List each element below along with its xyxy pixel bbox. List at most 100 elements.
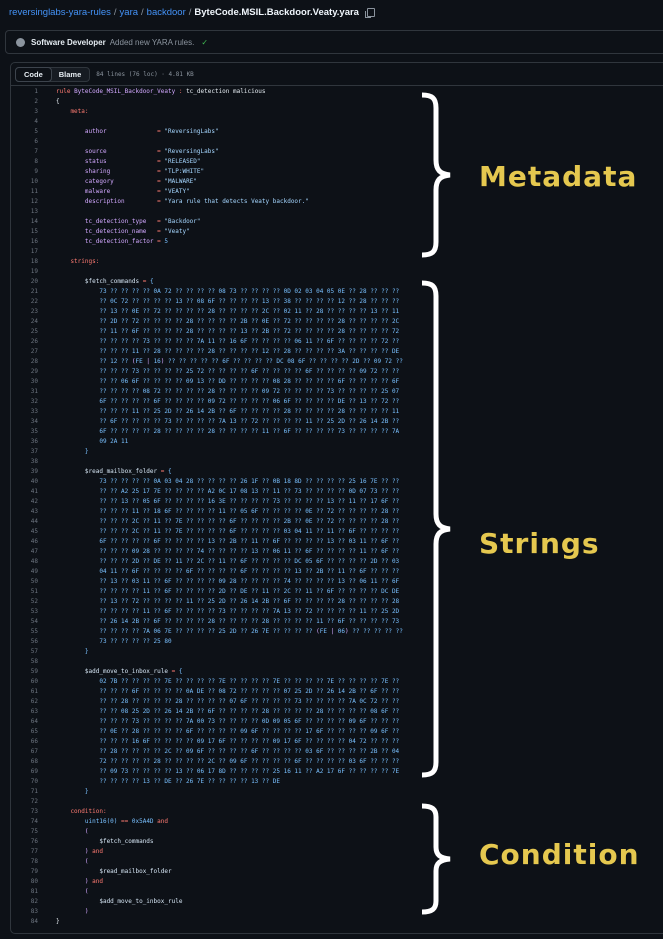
tab-code[interactable]: Code — [15, 66, 52, 82]
line-number[interactable]: 39 — [30, 468, 38, 475]
line-number[interactable]: 10 — [30, 178, 38, 185]
line-number[interactable]: 36 — [30, 438, 38, 445]
line-number[interactable]: 77 — [30, 848, 38, 855]
check-icon[interactable]: ✓ — [201, 37, 209, 47]
line-number[interactable]: 53 — [30, 608, 38, 615]
line-number[interactable]: 42 — [30, 498, 38, 505]
line-number[interactable]: 25 — [30, 328, 38, 335]
tab-blame[interactable]: Blame — [58, 69, 82, 79]
line-number[interactable]: 27 — [30, 348, 38, 355]
line-number[interactable]: 50 — [30, 578, 38, 585]
line-number[interactable]: 60 — [30, 678, 38, 685]
code-line: 9 sharing = "TLP:WHITE" — [0, 167, 420, 177]
copy-path-icon[interactable] — [364, 8, 375, 18]
line-number[interactable]: 76 — [30, 838, 38, 845]
line-number[interactable]: 64 — [30, 718, 38, 725]
line-number[interactable]: 37 — [30, 448, 38, 455]
breadcrumb-repo-link[interactable]: reversinglabs-yara-rules — [9, 7, 111, 18]
line-number[interactable]: 21 — [30, 288, 38, 295]
line-number[interactable]: 58 — [30, 658, 38, 665]
line-number[interactable]: 38 — [30, 458, 38, 465]
line-number[interactable]: 41 — [30, 488, 38, 495]
line-number[interactable]: 61 — [30, 688, 38, 695]
line-number[interactable]: 13 — [30, 208, 38, 215]
line-number[interactable]: 47 — [30, 548, 38, 555]
line-number[interactable]: 72 — [30, 798, 38, 805]
line-number[interactable]: 79 — [30, 868, 38, 875]
line-number[interactable]: 33 — [30, 408, 38, 415]
line-number[interactable]: 2 — [34, 98, 38, 105]
line-code: ?? ?? 28 ?? ?? ?? ?? 28 ?? ?? ?? ?? 07 6… — [56, 697, 399, 707]
line-number[interactable]: 57 — [30, 648, 38, 655]
line-number[interactable]: 12 — [30, 198, 38, 205]
line-number[interactable]: 84 — [30, 918, 38, 925]
line-number[interactable]: 46 — [30, 538, 38, 545]
line-number[interactable]: 67 — [30, 748, 38, 755]
line-number[interactable]: 22 — [30, 298, 38, 305]
line-number[interactable]: 44 — [30, 518, 38, 525]
line-number[interactable]: 55 — [30, 628, 38, 635]
line-number[interactable]: 14 — [30, 218, 38, 225]
line-number[interactable]: 35 — [30, 428, 38, 435]
line-number[interactable]: 75 — [30, 828, 38, 835]
line-number[interactable]: 16 — [30, 238, 38, 245]
line-number[interactable]: 19 — [30, 268, 38, 275]
commit-message[interactable]: Added new YARA rules. — [109, 37, 195, 47]
line-number[interactable]: 8 — [34, 158, 38, 165]
line-number[interactable]: 49 — [30, 568, 38, 575]
line-number[interactable]: 68 — [30, 758, 38, 765]
line-number[interactable]: 1 — [34, 88, 38, 95]
line-number[interactable]: 7 — [34, 148, 38, 155]
line-number[interactable]: 63 — [30, 708, 38, 715]
breadcrumb-yara-link[interactable]: yara — [119, 7, 139, 18]
line-code: } — [56, 917, 60, 927]
line-number[interactable]: 11 — [30, 188, 38, 195]
line-number[interactable]: 9 — [34, 168, 38, 175]
line-number[interactable]: 40 — [30, 478, 38, 485]
line-number[interactable]: 30 — [30, 378, 38, 385]
breadcrumb-backdoor-link[interactable]: backdoor — [146, 7, 186, 18]
line-number[interactable]: 62 — [30, 698, 38, 705]
line-number[interactable]: 23 — [30, 308, 38, 315]
line-number[interactable]: 59 — [30, 668, 38, 675]
line-number[interactable]: 4 — [34, 118, 38, 125]
line-number[interactable]: 18 — [30, 258, 38, 265]
line-number[interactable]: 24 — [30, 318, 38, 325]
line-number[interactable]: 20 — [30, 278, 38, 285]
line-number[interactable]: 66 — [30, 738, 38, 745]
line-number[interactable]: 52 — [30, 598, 38, 605]
line-number[interactable]: 69 — [30, 768, 38, 775]
line-number[interactable]: 80 — [30, 878, 38, 885]
avatar[interactable] — [16, 37, 25, 47]
line-number[interactable]: 48 — [30, 558, 38, 565]
line-number[interactable]: 26 — [30, 338, 38, 345]
line-number[interactable]: 83 — [30, 908, 38, 915]
line-number[interactable]: 74 — [30, 818, 38, 825]
line-number[interactable]: 34 — [30, 418, 38, 425]
line-number[interactable]: 17 — [30, 248, 38, 255]
line-number[interactable]: 81 — [30, 888, 38, 895]
line-number[interactable]: 65 — [30, 728, 38, 735]
line-number[interactable]: 54 — [30, 618, 38, 625]
line-number[interactable]: 73 — [30, 808, 38, 815]
line-number[interactable]: 78 — [30, 858, 38, 865]
line-number[interactable]: 15 — [30, 228, 38, 235]
line-number[interactable]: 70 — [30, 778, 38, 785]
line-number[interactable]: 28 — [30, 358, 38, 365]
line-number[interactable]: 45 — [30, 528, 38, 535]
line-number[interactable]: 6 — [34, 138, 38, 145]
line-number[interactable]: 29 — [30, 368, 38, 375]
line-number[interactable]: 71 — [30, 788, 38, 795]
line-number[interactable]: 5 — [34, 128, 38, 135]
line-number[interactable]: 51 — [30, 588, 38, 595]
commit-author[interactable]: Software Developer — [31, 37, 106, 47]
line-number[interactable]: 82 — [30, 898, 38, 905]
line-number[interactable]: 56 — [30, 638, 38, 645]
code-line: 44 ?? ?? ?? 2C ?? 11 ?? 7E ?? ?? ?? ?? 6… — [0, 517, 420, 527]
code-token: 6F ?? ?? ?? ?? 28 ?? ?? ?? ?? 28 ?? ?? ?… — [56, 428, 400, 435]
line-number[interactable]: 43 — [30, 508, 38, 515]
line-number[interactable]: 31 — [30, 388, 38, 395]
line-number[interactable]: 32 — [30, 398, 38, 405]
line-number[interactable]: 3 — [34, 108, 38, 115]
code-token: ?? ?? 13 ?? 05 6F ?? ?? ?? ?? 16 3E ?? ?… — [56, 498, 400, 505]
